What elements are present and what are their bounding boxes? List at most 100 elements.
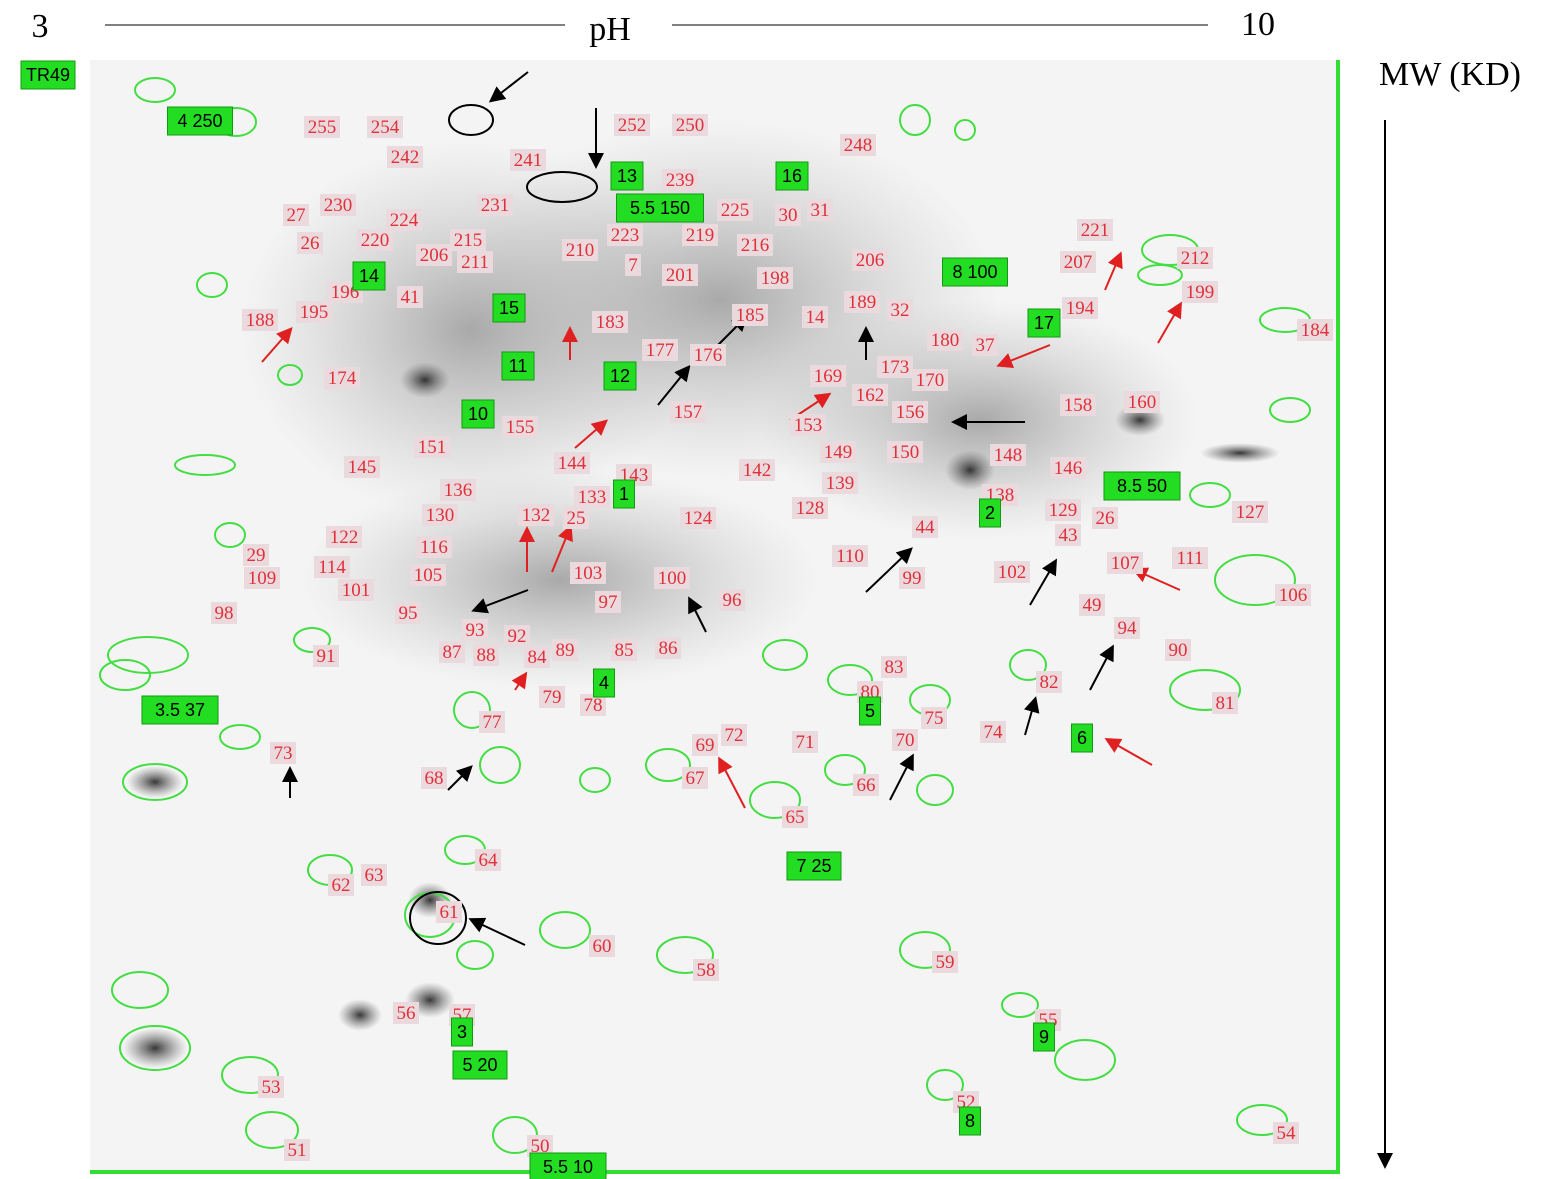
spot-label: 37 bbox=[976, 335, 995, 356]
spot-label: 211 bbox=[461, 252, 489, 273]
spot-label: 62 bbox=[332, 875, 351, 896]
spot-label: 67 bbox=[686, 768, 705, 789]
figure: 3 pH 10 MW (KD) 255254242252250248239241… bbox=[0, 0, 1551, 1179]
spot-label: 91 bbox=[317, 646, 336, 667]
spot-label: 132 bbox=[522, 505, 551, 526]
marker-label: 11 bbox=[509, 356, 528, 376]
spot-label: 79 bbox=[543, 687, 562, 708]
spot-label: 133 bbox=[578, 487, 607, 508]
spot-label: 25 bbox=[567, 508, 586, 529]
spot-label: 195 bbox=[300, 302, 329, 323]
spot-label: 173 bbox=[881, 357, 910, 378]
spot-label: 206 bbox=[856, 250, 885, 271]
spot-label: 44 bbox=[916, 517, 936, 538]
marker-label: 8.5 50 bbox=[1117, 476, 1167, 496]
spot-label: 70 bbox=[896, 730, 915, 751]
marker-label: 10 bbox=[468, 404, 488, 424]
spot-label: 53 bbox=[262, 1077, 281, 1098]
spot-label: 151 bbox=[418, 437, 447, 458]
spot-label: 157 bbox=[674, 402, 703, 423]
spot-label: 43 bbox=[1059, 525, 1078, 546]
marker-label: 15 bbox=[499, 298, 519, 318]
spot-label: 198 bbox=[761, 268, 790, 289]
marker-label: 3 bbox=[457, 1022, 467, 1042]
spot-label: 185 bbox=[736, 305, 765, 326]
spot-label: 136 bbox=[444, 480, 473, 501]
spot-label: 74 bbox=[984, 722, 1004, 743]
spot-label: 66 bbox=[857, 775, 876, 796]
marker-label: 5.5 10 bbox=[543, 1157, 593, 1177]
spot-label: 145 bbox=[348, 457, 377, 478]
marker-label: 8 bbox=[965, 1111, 975, 1131]
spot-label: 221 bbox=[1081, 220, 1110, 241]
spot-label: 71 bbox=[796, 732, 815, 753]
spot-label: 73 bbox=[274, 743, 293, 764]
spot-label: 98 bbox=[215, 603, 234, 624]
ph-end: 10 bbox=[1241, 6, 1275, 43]
spot-label: 255 bbox=[308, 117, 337, 138]
spot-label: 114 bbox=[318, 557, 346, 578]
spot-label: 97 bbox=[599, 592, 618, 613]
spot-label: 85 bbox=[615, 640, 634, 661]
spot-label: 139 bbox=[826, 473, 855, 494]
marker-label: 3.5 37 bbox=[155, 700, 205, 720]
spot-label: 224 bbox=[390, 210, 419, 231]
ph-label: pH bbox=[589, 11, 631, 48]
spot-label: 102 bbox=[998, 562, 1027, 583]
spot-label: 160 bbox=[1128, 392, 1157, 413]
spot-label: 225 bbox=[721, 200, 750, 221]
spot-label: 103 bbox=[574, 563, 603, 584]
spot-label: 189 bbox=[848, 292, 877, 313]
spot-label: 69 bbox=[696, 735, 715, 756]
spot-label: 77 bbox=[483, 712, 502, 733]
spot-label: 84 bbox=[528, 647, 548, 668]
spot-label: 105 bbox=[414, 565, 443, 586]
spot-label: 158 bbox=[1064, 395, 1093, 416]
spot-label: 150 bbox=[891, 442, 920, 463]
spot-label: 86 bbox=[659, 638, 678, 659]
spot-label: 95 bbox=[399, 603, 418, 624]
spot-label: 60 bbox=[593, 936, 612, 957]
spot-label: 144 bbox=[558, 453, 587, 474]
spot-label: 130 bbox=[426, 505, 455, 526]
spot-label: 31 bbox=[811, 200, 830, 221]
marker-label: 7 25 bbox=[796, 856, 831, 876]
spot-label: 177 bbox=[646, 340, 675, 361]
spot-label: 241 bbox=[514, 150, 543, 171]
spot-label: 149 bbox=[824, 442, 853, 463]
spot-label: 207 bbox=[1064, 252, 1093, 273]
marker-label: 2 bbox=[985, 503, 995, 523]
mw-label: MW (KD) bbox=[1379, 56, 1521, 93]
spot-label: 248 bbox=[844, 135, 873, 156]
spot-label: 54 bbox=[1277, 1123, 1297, 1144]
spot-label: 169 bbox=[814, 366, 843, 387]
spot-label: 206 bbox=[420, 245, 449, 266]
marker-label: 5 20 bbox=[462, 1055, 497, 1075]
spot-label: 184 bbox=[1301, 320, 1330, 341]
marker-label: 12 bbox=[610, 366, 630, 386]
marker-label: 13 bbox=[617, 166, 637, 186]
spot-label: 156 bbox=[896, 402, 925, 423]
spot-label: 148 bbox=[994, 445, 1023, 466]
spot-label: 239 bbox=[666, 170, 695, 191]
spot-label: 56 bbox=[397, 1003, 416, 1024]
spot-label: 100 bbox=[658, 568, 687, 589]
spot-label: 231 bbox=[481, 195, 510, 216]
spot-label: 87 bbox=[443, 642, 462, 663]
spot-label: 223 bbox=[611, 225, 640, 246]
spot-label: 250 bbox=[676, 115, 705, 136]
spot-label: 155 bbox=[506, 417, 535, 438]
spot-label: 174 bbox=[328, 368, 357, 389]
marker-label: 4 250 bbox=[177, 111, 222, 131]
spot-label: 78 bbox=[584, 695, 603, 716]
spot-label: 68 bbox=[425, 768, 444, 789]
spot-label: 26 bbox=[301, 233, 320, 254]
marker-label: 1 bbox=[619, 484, 629, 504]
spot-label: 109 bbox=[248, 568, 277, 589]
spot-label: 107 bbox=[1111, 553, 1140, 574]
spot-label: 183 bbox=[596, 312, 625, 333]
spot-label: 58 bbox=[697, 960, 716, 981]
marker-label: TR49 bbox=[26, 65, 70, 85]
spot-label: 92 bbox=[508, 626, 527, 647]
spot-label: 106 bbox=[1279, 585, 1308, 606]
